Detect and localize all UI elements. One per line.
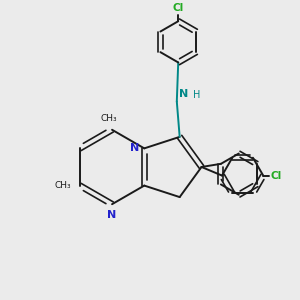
Text: N: N — [179, 89, 188, 99]
Text: N: N — [130, 143, 139, 153]
Text: CH₃: CH₃ — [101, 115, 118, 124]
Text: N: N — [107, 211, 117, 220]
Text: Cl: Cl — [172, 3, 184, 13]
Text: CH₃: CH₃ — [55, 181, 71, 190]
Text: H: H — [193, 90, 200, 100]
Text: Cl: Cl — [270, 171, 282, 181]
